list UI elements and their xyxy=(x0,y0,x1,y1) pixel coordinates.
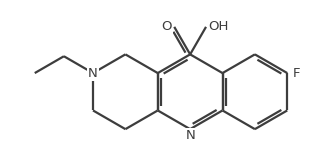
Text: N: N xyxy=(185,129,195,142)
Text: OH: OH xyxy=(208,20,229,33)
Text: O: O xyxy=(161,20,172,33)
Text: N: N xyxy=(88,67,98,80)
Text: F: F xyxy=(293,67,300,80)
